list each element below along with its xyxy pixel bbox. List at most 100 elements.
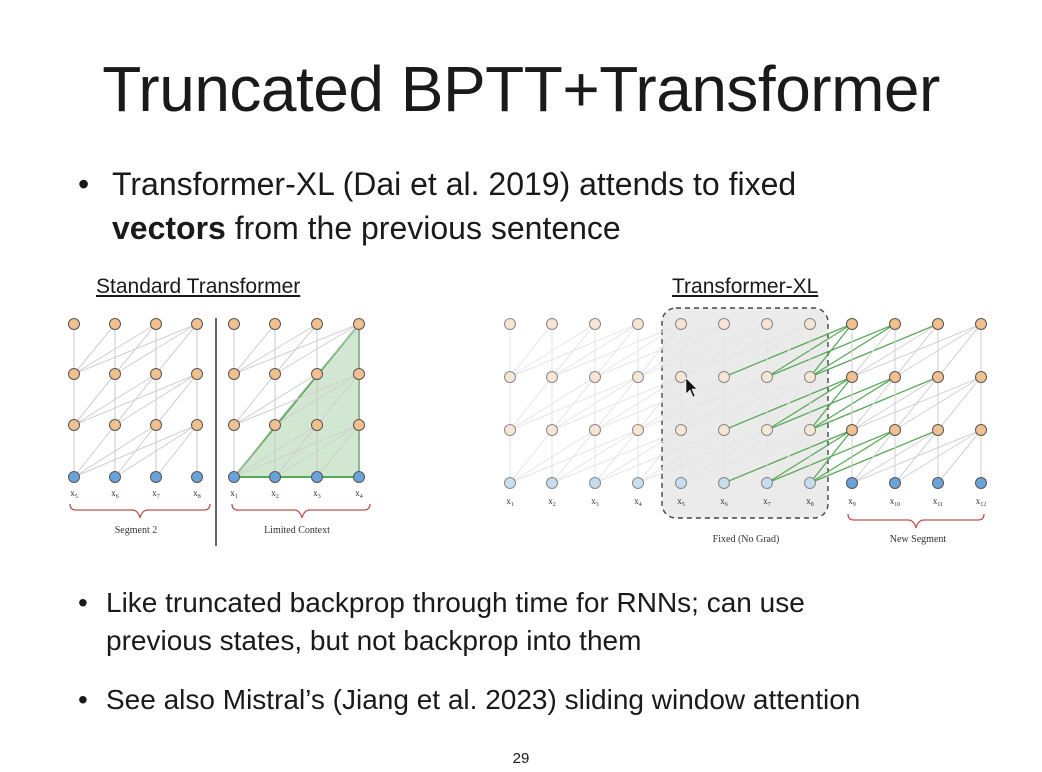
attention-edge bbox=[637, 376, 682, 431]
node-layer-3 bbox=[761, 318, 773, 330]
segment-2-brace bbox=[69, 503, 211, 519]
node-layer-1 bbox=[191, 419, 203, 431]
token-label: x2 bbox=[548, 496, 556, 508]
node-input bbox=[228, 471, 240, 483]
node-input bbox=[589, 477, 601, 489]
node-layer-2 bbox=[311, 368, 323, 380]
node-layer-2 bbox=[675, 371, 687, 383]
node-layer-2 bbox=[191, 368, 203, 380]
token-label: x9 bbox=[848, 496, 856, 508]
bullet-line-1: Transformer-XL (Dai et al. 2019) attends… bbox=[112, 166, 797, 202]
node-layer-1 bbox=[68, 419, 80, 431]
node-layer-1 bbox=[353, 419, 365, 431]
node-layer-2 bbox=[804, 371, 816, 383]
attention-edge bbox=[233, 373, 276, 426]
node-layer-2 bbox=[228, 368, 240, 380]
fixed-no-grad-label: Fixed (No Grad) bbox=[713, 534, 780, 545]
node-input bbox=[761, 477, 773, 489]
node-layer-1 bbox=[311, 419, 323, 431]
node-layer-1 bbox=[675, 424, 687, 436]
node-layer-3 bbox=[932, 318, 944, 330]
token-label: x6 bbox=[111, 488, 119, 500]
attention-edge bbox=[114, 424, 157, 478]
node-layer-3 bbox=[589, 318, 601, 330]
transformer-xl-label: Transformer-XL bbox=[672, 275, 819, 298]
node-input bbox=[353, 471, 365, 483]
attention-edge bbox=[233, 424, 276, 478]
bullet-dot: • bbox=[78, 587, 88, 618]
node-layer-3 bbox=[353, 318, 365, 330]
node-layer-2 bbox=[68, 368, 80, 380]
attention-edge bbox=[509, 429, 553, 484]
node-input bbox=[68, 471, 80, 483]
node-input bbox=[109, 471, 121, 483]
attention-edge bbox=[73, 424, 116, 478]
node-layer-3 bbox=[269, 318, 281, 330]
attention-edge bbox=[766, 376, 811, 431]
attention-edge bbox=[894, 376, 939, 431]
bullet-line-2: from the previous sentence bbox=[225, 210, 621, 246]
attention-edge bbox=[723, 323, 768, 378]
node-input bbox=[718, 477, 730, 489]
attention-edge bbox=[509, 376, 553, 431]
node-input bbox=[932, 477, 944, 489]
token-label: x8 bbox=[806, 496, 814, 508]
bullet-truncated-backprop: • Like truncated backprop through time f… bbox=[78, 584, 978, 660]
attention-edge bbox=[851, 323, 896, 378]
node-input bbox=[889, 477, 901, 489]
attention-edge bbox=[851, 429, 896, 484]
node-layer-3 bbox=[675, 318, 687, 330]
bullet-text: Transformer-XL (Dai et al. 2019) attends… bbox=[112, 162, 978, 250]
node-layer-2 bbox=[632, 371, 644, 383]
attention-edge bbox=[155, 323, 198, 375]
node-layer-3 bbox=[975, 318, 987, 330]
limited-context-brace bbox=[231, 503, 371, 519]
node-layer-3 bbox=[109, 318, 121, 330]
node-layer-3 bbox=[311, 318, 323, 330]
token-label: x2 bbox=[271, 488, 279, 500]
attention-edge bbox=[937, 429, 982, 484]
token-label: x4 bbox=[634, 496, 642, 508]
token-label: x1 bbox=[230, 488, 238, 500]
node-layer-1 bbox=[718, 424, 730, 436]
attention-edge bbox=[316, 373, 360, 426]
node-input bbox=[632, 477, 644, 489]
attention-edge bbox=[551, 376, 596, 431]
token-label: x5 bbox=[70, 488, 78, 500]
node-layer-3 bbox=[846, 318, 858, 330]
node-layer-2 bbox=[546, 371, 558, 383]
node-layer-1 bbox=[932, 424, 944, 436]
token-label: x4 bbox=[355, 488, 363, 500]
token-label: x7 bbox=[763, 496, 771, 508]
token-label: x10 bbox=[890, 496, 901, 508]
node-layer-1 bbox=[150, 419, 162, 431]
token-label: x1 bbox=[506, 496, 514, 508]
attention-edge bbox=[766, 323, 811, 378]
bullet-dot: • bbox=[78, 166, 90, 202]
attention-edge bbox=[894, 429, 939, 484]
node-layer-1 bbox=[109, 419, 121, 431]
token-label: x11 bbox=[933, 496, 943, 508]
node-input bbox=[675, 477, 687, 489]
node-input bbox=[504, 477, 516, 489]
node-input bbox=[269, 471, 281, 483]
attention-edge bbox=[509, 323, 553, 378]
node-layer-2 bbox=[975, 371, 987, 383]
node-layer-1 bbox=[804, 424, 816, 436]
token-label: x7 bbox=[152, 488, 160, 500]
node-layer-1 bbox=[269, 419, 281, 431]
token-label: x8 bbox=[193, 488, 201, 500]
node-layer-2 bbox=[761, 371, 773, 383]
bullet-bold-word: vectors bbox=[112, 210, 226, 246]
transformer-xl-diagram: x1 x2 x3 x4 x5 x6 x7 x8 x9 x10 x11 x12 Fixed (No Gr… bbox=[504, 307, 987, 545]
node-layer-2 bbox=[846, 371, 858, 383]
attention-edge bbox=[937, 376, 982, 431]
bullet-dot: • bbox=[78, 684, 88, 715]
node-layer-3 bbox=[546, 318, 558, 330]
fixed-no-grad-box bbox=[661, 307, 829, 519]
node-layer-2 bbox=[353, 368, 365, 380]
node-layer-2 bbox=[718, 371, 730, 383]
attention-edge bbox=[316, 323, 360, 375]
token-label: x3 bbox=[313, 488, 321, 500]
attention-edge bbox=[680, 376, 725, 431]
